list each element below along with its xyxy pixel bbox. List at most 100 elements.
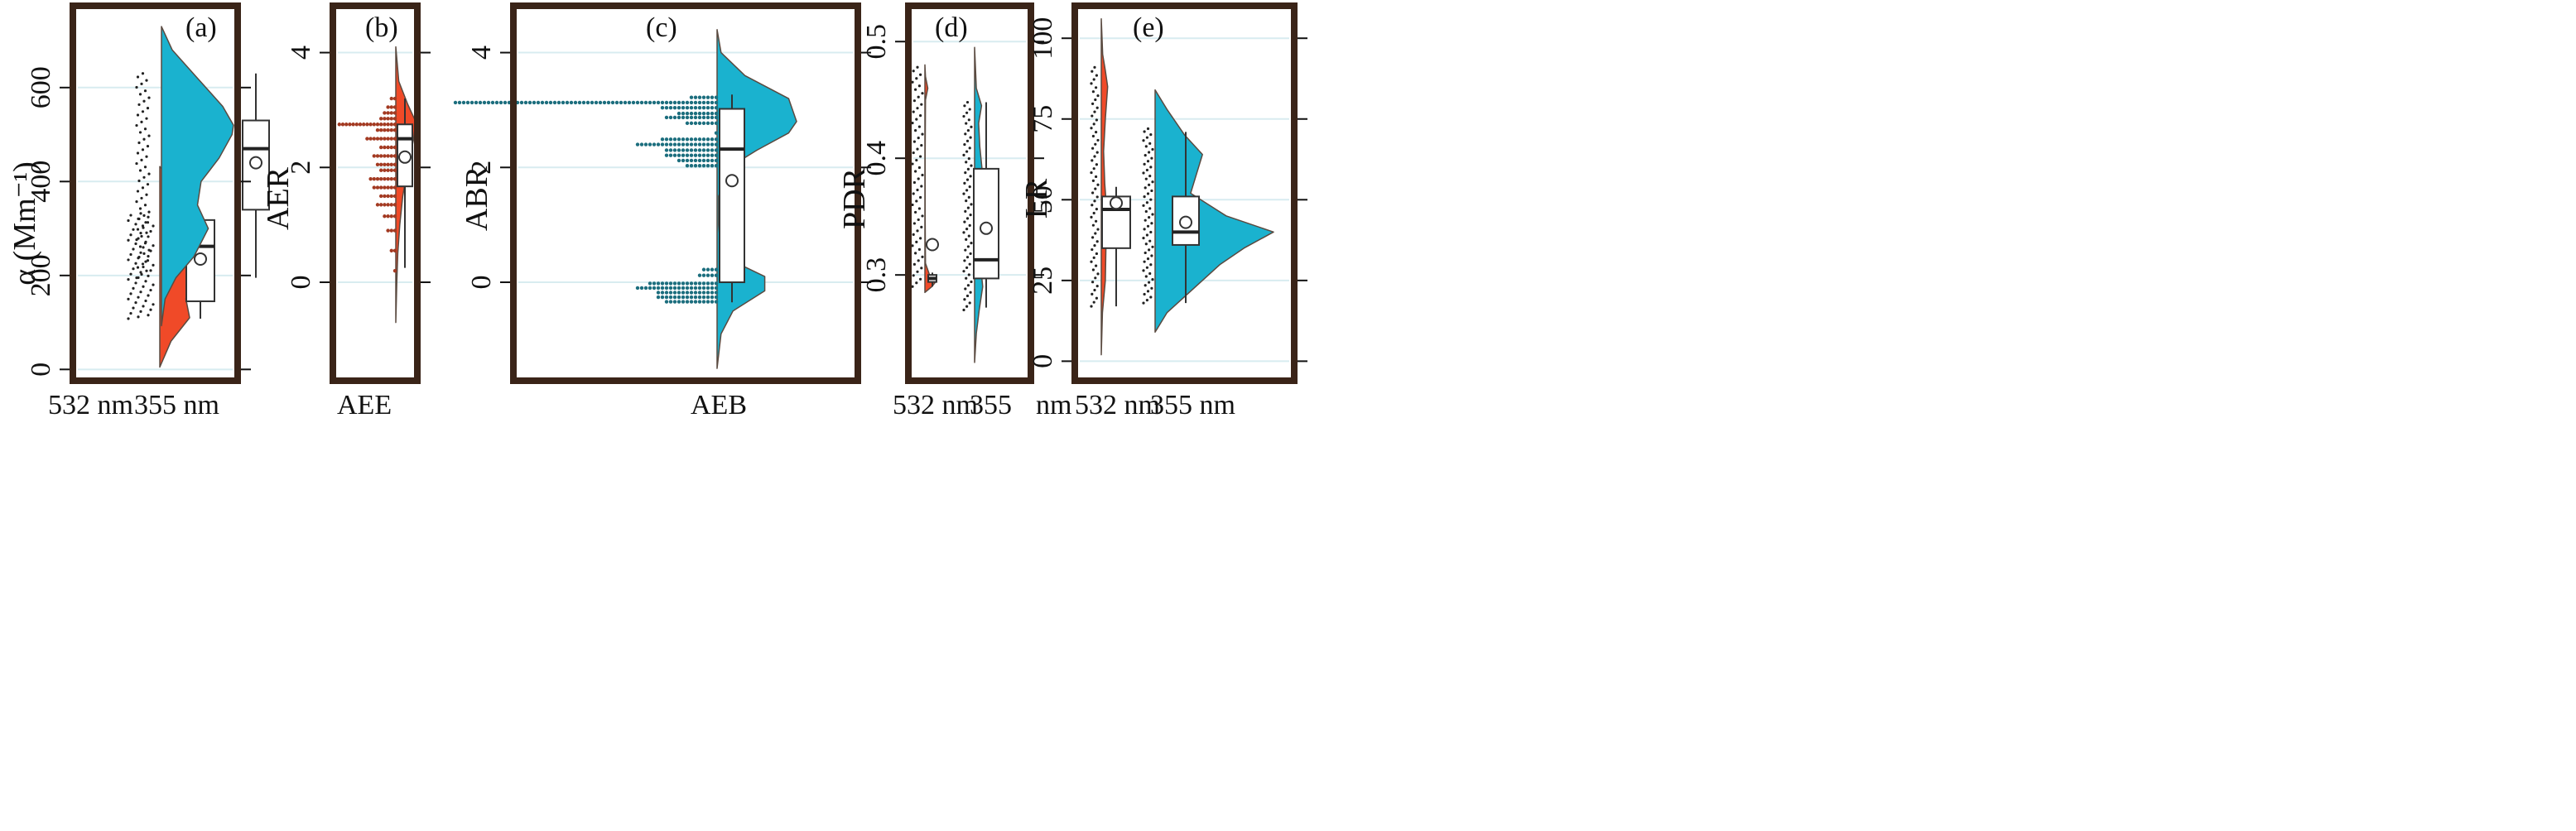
raindrop [139, 291, 142, 294]
raindrop [714, 142, 719, 147]
raindrop [1095, 208, 1098, 211]
raindrop [656, 281, 661, 286]
raindrop [705, 267, 710, 271]
raindrop [147, 294, 150, 297]
raindrop [714, 105, 719, 110]
x-category-label: 355 [970, 390, 1012, 420]
raindrop [478, 100, 483, 105]
raindrop [1143, 130, 1146, 133]
raindrop [147, 96, 151, 99]
raindrop [965, 199, 968, 203]
raindrop [672, 105, 677, 110]
raindrop [710, 286, 715, 291]
raindrop [147, 248, 151, 252]
raindrop [964, 248, 967, 252]
raindrop [714, 95, 719, 99]
raindrop [144, 299, 147, 303]
raindrop [540, 100, 545, 105]
raindrop [1096, 272, 1100, 276]
ytick-label: 4 [466, 46, 497, 60]
raindrop [1091, 179, 1095, 182]
raindrop [1092, 167, 1095, 171]
raindrop [705, 281, 710, 286]
raindrop [705, 148, 710, 152]
raindrop [1144, 209, 1148, 214]
raindrop [911, 203, 914, 207]
raindrop [685, 153, 690, 157]
raindrop [681, 281, 686, 286]
raindrop [685, 121, 690, 126]
raindrop [383, 176, 387, 181]
raindrop [966, 284, 970, 287]
raindrop [140, 272, 143, 276]
ytick-label: 0 [26, 363, 56, 377]
raindrop [652, 142, 657, 147]
raindrop [379, 162, 383, 167]
raindrop [705, 105, 710, 110]
raindrop [966, 245, 970, 248]
raindrop [383, 185, 387, 190]
raindrop [375, 122, 380, 127]
raindrop [635, 142, 640, 147]
raindrop [1142, 171, 1145, 175]
mean-marker [725, 174, 739, 188]
raindrop [1143, 162, 1146, 166]
raindrop [141, 224, 145, 228]
raindrop [1148, 271, 1152, 276]
raindrop [685, 148, 690, 152]
ytick-label: 25 [1028, 267, 1058, 295]
raindrop [693, 100, 698, 105]
raindrop [1091, 247, 1094, 252]
raindrop [693, 137, 698, 142]
raindrop [372, 122, 376, 127]
raindrop [1092, 122, 1095, 126]
raindrop [340, 122, 345, 127]
density-cloud-red [924, 64, 937, 294]
raindrop [965, 150, 969, 153]
raindrop [149, 229, 152, 233]
raindrop [132, 306, 135, 310]
x-category-label: 532 nm [1075, 390, 1160, 420]
raindrop [392, 194, 397, 199]
raindrop [664, 105, 669, 110]
raindrop [142, 99, 146, 103]
raindrop [465, 100, 470, 105]
raindrop [681, 158, 686, 163]
raindrop [968, 301, 971, 305]
raindrop [375, 162, 380, 167]
raindrop [668, 153, 673, 157]
raindrop [962, 308, 965, 312]
raindrop [129, 292, 132, 295]
raindrop [135, 276, 138, 280]
raindrop [149, 269, 152, 272]
raindrop [697, 148, 702, 152]
raindrop [689, 95, 694, 99]
raindrop [1148, 142, 1152, 145]
raindrop [372, 137, 376, 141]
raindrop [386, 185, 390, 190]
raindrop [129, 272, 132, 276]
raindrop [1148, 175, 1152, 178]
raindrop [1142, 139, 1145, 142]
raindrop [1091, 281, 1095, 284]
raindrop [916, 229, 919, 233]
raindrop [1143, 292, 1146, 296]
raindrop [375, 203, 380, 207]
raindrop [141, 186, 145, 190]
raindrop [614, 100, 619, 105]
raindrop [964, 287, 967, 291]
raindrop [386, 105, 390, 109]
raindrop [697, 137, 702, 142]
raindrop [139, 212, 142, 215]
raindrop [379, 127, 383, 132]
raindrop [672, 137, 677, 142]
raindrop [1144, 154, 1147, 157]
raindrop [648, 286, 652, 291]
raindrop [392, 111, 397, 115]
raindrop [714, 291, 719, 295]
raindrop [389, 105, 393, 109]
raindrop [386, 162, 390, 167]
raindrop [147, 210, 151, 214]
y-axis-label: AER [261, 166, 296, 230]
raindrop [693, 95, 698, 99]
